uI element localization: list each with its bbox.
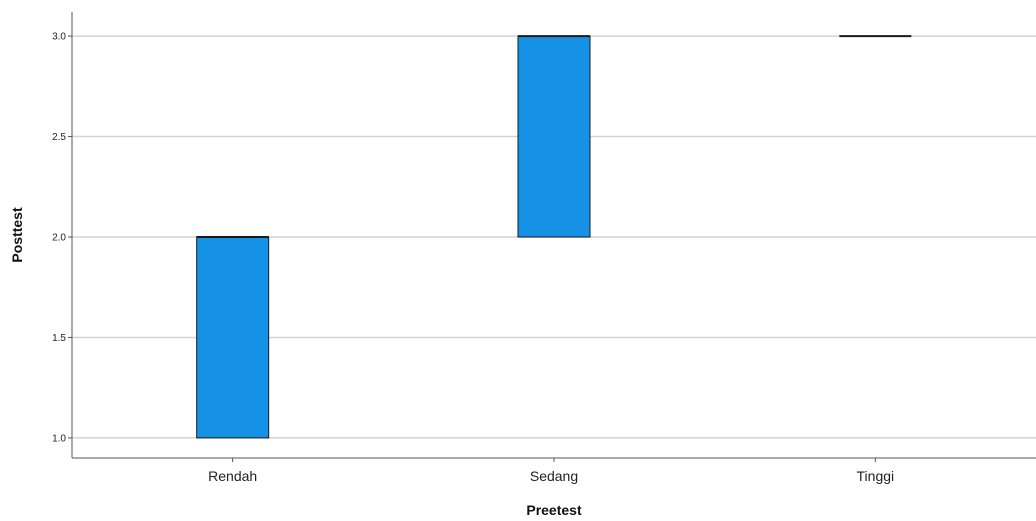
y-tick-labels: 1.0 1.5 2.0 2.5 3.0 (52, 32, 72, 444)
x-axis-title: Preetest (526, 502, 582, 518)
box-rendah (196, 236, 270, 439)
x-tick-label: Tinggi (857, 468, 895, 484)
y-tick-label: 3.0 (52, 32, 66, 43)
y-tick-label: 2.0 (52, 233, 66, 244)
x-tick-labels: Rendah Sedang Tinggi (208, 458, 894, 484)
y-tick-label: 2.5 (52, 132, 66, 143)
box-sedang (517, 35, 591, 238)
y-tick-label: 1.5 (52, 333, 66, 344)
x-tick-label: Rendah (208, 468, 257, 484)
x-tick-label: Sedang (530, 468, 578, 484)
box-body (196, 236, 270, 439)
boxes (196, 35, 912, 439)
y-axis-title: Posttest (9, 207, 25, 263)
box-body (517, 35, 591, 238)
y-tick-label: 1.0 (52, 433, 66, 444)
